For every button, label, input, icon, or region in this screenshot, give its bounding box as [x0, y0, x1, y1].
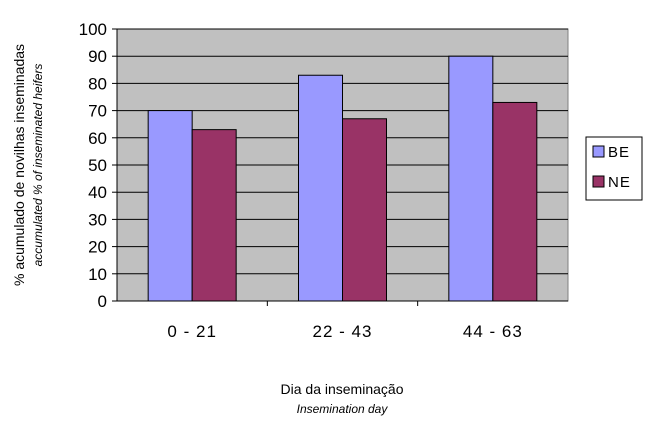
- y-tick-label: 20: [88, 238, 107, 257]
- y-tick-label: 30: [88, 210, 107, 229]
- bar-ne-0: [191, 129, 237, 302]
- y-tick-label: 60: [88, 129, 107, 148]
- y-axis-label-en: accumulated % of inseminated heifers: [31, 64, 45, 267]
- legend-swatch-be: [592, 145, 605, 158]
- legend-swatch-ne: [592, 175, 605, 188]
- y-axis-label: % acumulado de novilhas inseminadas: [11, 44, 27, 286]
- y-tick-label: 10: [88, 265, 107, 284]
- legend-label-ne: NE: [608, 174, 631, 191]
- y-tick-label: 50: [88, 156, 107, 175]
- y-tick-label: 80: [88, 74, 107, 93]
- bar-be-0: [147, 110, 193, 302]
- x-tick-label: 44 - 63: [463, 322, 523, 341]
- bar-ne-1: [342, 118, 387, 302]
- legend-label-be: BE: [608, 144, 630, 161]
- bar-ne-2: [492, 101, 538, 302]
- x-tick-label: 22 - 43: [313, 322, 373, 341]
- y-tick-label: 40: [88, 183, 107, 202]
- x-axis-label: Dia da inseminação: [281, 381, 404, 397]
- y-tick-label: 90: [88, 47, 107, 66]
- bar-be-2: [448, 55, 494, 302]
- y-tick-label: 100: [79, 20, 107, 39]
- y-tick-label: 0: [98, 292, 107, 311]
- x-axis-label-en: Insemination day: [297, 402, 389, 416]
- y-tick-label: 70: [88, 102, 107, 121]
- y-tick-labels: 0 10 20 30 40 50 60 70 80 90 100: [79, 20, 117, 311]
- x-tick-label: 0 - 21: [167, 322, 216, 341]
- legend: BE NE: [585, 136, 643, 201]
- bar-be-1: [298, 74, 343, 302]
- x-tick-labels: 0 - 21 22 - 43 44 - 63: [167, 301, 522, 341]
